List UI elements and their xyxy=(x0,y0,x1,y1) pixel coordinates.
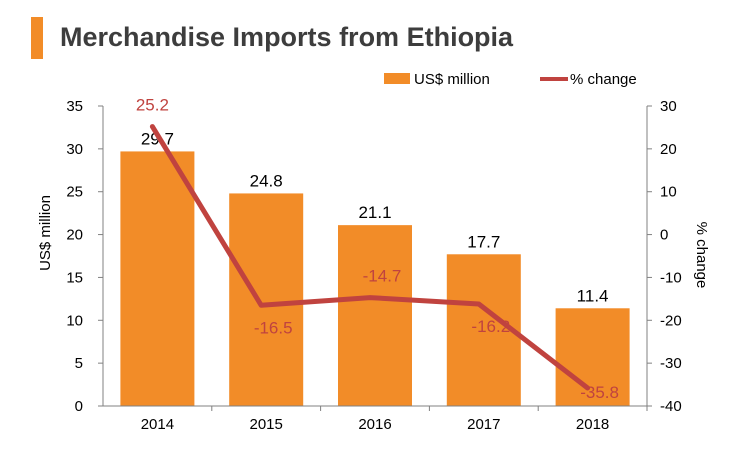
line-data-label: -16.2 xyxy=(471,317,510,336)
legend: US$ million % change xyxy=(384,71,637,88)
chart-title: Merchandise Imports from Ethiopia xyxy=(60,22,514,52)
line-series-path xyxy=(149,124,591,391)
bar-data-label: 11.4 xyxy=(577,286,609,305)
legend-line-label: % change xyxy=(570,71,637,88)
x-tick-label: 2017 xyxy=(467,416,500,433)
bar-series xyxy=(120,151,630,406)
y-right-tick-label: -40 xyxy=(660,398,682,415)
y-right-axis-title: % change xyxy=(693,222,710,289)
legend-bar-swatch xyxy=(384,73,410,84)
x-tick-label: 2015 xyxy=(250,416,283,433)
bar xyxy=(446,254,521,406)
y-right-tick-label: -10 xyxy=(660,269,682,286)
y-left-tick-label: 15 xyxy=(66,269,83,286)
bar xyxy=(229,193,304,406)
line-data-label: -16.5 xyxy=(254,318,293,337)
y-right-tick-label: 20 xyxy=(660,141,677,158)
y-left-tick-label: 10 xyxy=(66,312,83,329)
y-left-tick-label: 25 xyxy=(66,184,83,201)
line-data-labels: 25.2 -16.5 -14.7 -16.2 -35.8 xyxy=(136,96,619,402)
y-left-tick-label: 5 xyxy=(75,355,83,372)
y-right-tick-label: -20 xyxy=(660,312,682,329)
bar xyxy=(120,151,195,406)
legend-bar-label: US$ million xyxy=(414,71,490,88)
bar xyxy=(338,225,412,406)
y-left-axis-title: US$ million xyxy=(37,195,54,271)
bar-data-label: 21.1 xyxy=(358,203,391,222)
bar-data-label: 24.8 xyxy=(250,171,283,190)
x-tick-label: 2016 xyxy=(358,416,391,433)
line-data-label: -35.8 xyxy=(580,383,619,402)
y-right-ticks: -40 -30 -20 -10 0 10 20 30 xyxy=(647,98,682,415)
y-left-tick-label: 30 xyxy=(66,141,83,158)
line-data-label: 25.2 xyxy=(136,96,169,115)
title-accent-bar xyxy=(31,17,43,59)
y-left-tick-label: 0 xyxy=(75,398,83,415)
y-right-tick-label: 10 xyxy=(660,184,677,201)
bar-data-label: 17.7 xyxy=(467,232,500,251)
line-data-label: -14.7 xyxy=(363,267,402,286)
x-tick-label: 2014 xyxy=(141,416,174,433)
y-right-tick-label: -30 xyxy=(660,355,682,372)
y-left-ticks: 0 5 10 15 20 25 30 35 xyxy=(66,98,103,415)
y-right-tick-label: 0 xyxy=(660,227,668,244)
line-series xyxy=(149,124,591,391)
axes xyxy=(102,106,648,411)
y-left-tick-label: 20 xyxy=(66,227,83,244)
y-left-tick-label: 35 xyxy=(66,98,83,115)
y-right-tick-label: 30 xyxy=(660,98,677,115)
bar xyxy=(555,308,630,406)
x-tick-labels: 2014 2015 2016 2017 2018 xyxy=(141,416,610,433)
x-tick-label: 2018 xyxy=(576,416,609,433)
